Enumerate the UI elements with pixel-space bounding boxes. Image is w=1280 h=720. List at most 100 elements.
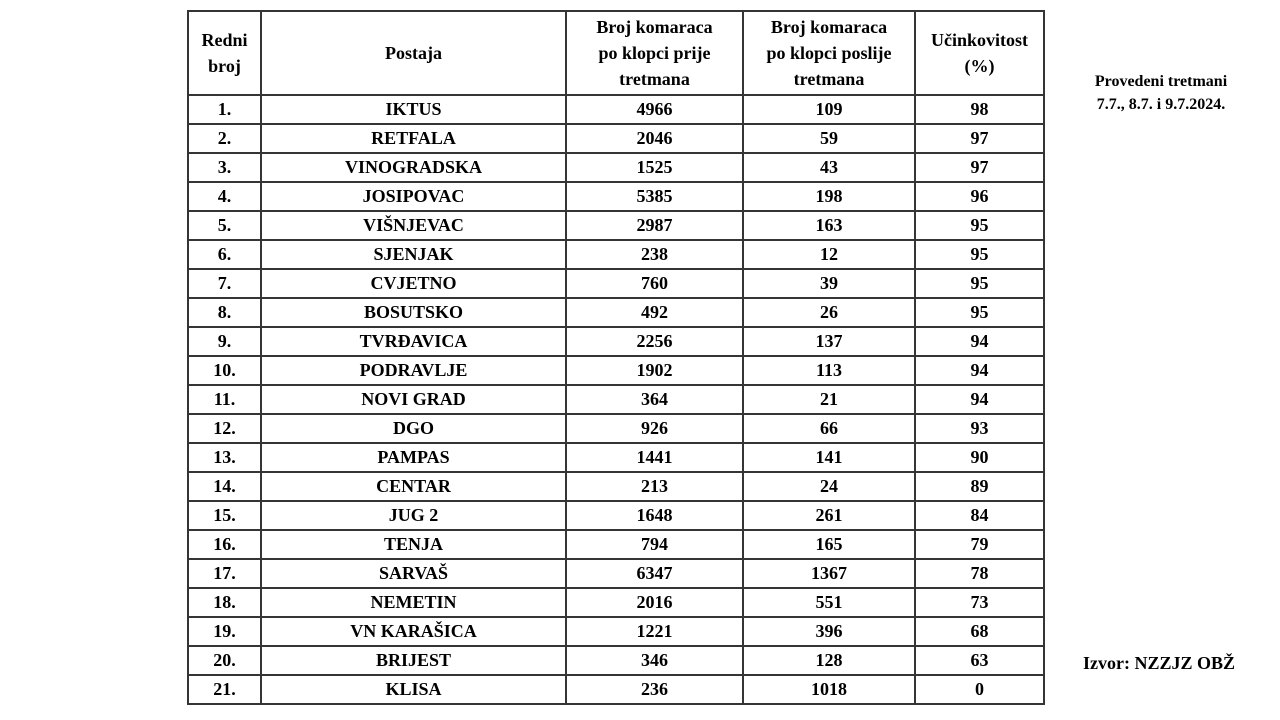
cell-redni-broj: 8.	[187, 297, 262, 328]
cell-prije-tretmana: 346	[565, 645, 744, 676]
table-row: 15. JUG 2 1648 261 84	[187, 500, 1045, 531]
cell-prije-tretmana: 1902	[565, 355, 744, 386]
cell-prije-tretmana: 1441	[565, 442, 744, 473]
column-header-redni-broj: Redni broj	[187, 10, 262, 96]
cell-poslije-tretmana: 551	[742, 587, 916, 618]
cell-redni-broj: 6.	[187, 239, 262, 270]
cell-redni-broj: 7.	[187, 268, 262, 299]
cell-prije-tretmana: 364	[565, 384, 744, 415]
cell-redni-broj: 17.	[187, 558, 262, 589]
cell-prije-tretmana: 4966	[565, 94, 744, 125]
cell-prije-tretmana: 760	[565, 268, 744, 299]
cell-postaja: PAMPAS	[260, 442, 567, 473]
cell-redni-broj: 20.	[187, 645, 262, 676]
table-row: 10. PODRAVLJE 1902 113 94	[187, 355, 1045, 386]
cell-postaja: SJENJAK	[260, 239, 567, 270]
cell-poslije-tretmana: 109	[742, 94, 916, 125]
cell-prije-tretmana: 2046	[565, 123, 744, 154]
cell-prije-tretmana: 2987	[565, 210, 744, 241]
table-row: 6. SJENJAK 238 12 95	[187, 239, 1045, 270]
cell-ucinkovitost: 94	[914, 355, 1045, 386]
table-body: 1. IKTUS 4966 109 98 2. RETFALA 2046 59 97 3. VINOG…	[187, 94, 1045, 705]
table-row: 18. NEMETIN 2016 551 73	[187, 587, 1045, 618]
table-row: 4. JOSIPOVAC 5385 198 96	[187, 181, 1045, 212]
cell-prije-tretmana: 794	[565, 529, 744, 560]
cell-ucinkovitost: 95	[914, 239, 1045, 270]
cell-poslije-tretmana: 39	[742, 268, 916, 299]
cell-postaja: VINOGRADSKA	[260, 152, 567, 183]
cell-postaja: BRIJEST	[260, 645, 567, 676]
table-header: Redni broj Postaja Broj komaraca po klopci…	[187, 10, 1045, 96]
table-row: 16. TENJA 794 165 79	[187, 529, 1045, 560]
cell-ucinkovitost: 93	[914, 413, 1045, 444]
table-row: 1. IKTUS 4966 109 98	[187, 94, 1045, 125]
column-header-prije-tretmana: Broj komaraca po klopci prije tretmana	[565, 10, 744, 96]
cell-ucinkovitost: 79	[914, 529, 1045, 560]
cell-poslije-tretmana: 128	[742, 645, 916, 676]
cell-redni-broj: 9.	[187, 326, 262, 357]
cell-poslije-tretmana: 141	[742, 442, 916, 473]
cell-ucinkovitost: 89	[914, 471, 1045, 502]
table-row: 21. KLISA 236 1018 0	[187, 674, 1045, 705]
cell-poslije-tretmana: 26	[742, 297, 916, 328]
cell-postaja: JOSIPOVAC	[260, 181, 567, 212]
cell-poslije-tretmana: 165	[742, 529, 916, 560]
treatment-note-line1: Provedeni tretmani	[1094, 73, 1228, 90]
source-note: Izvor: NZZJZ OBŽ	[1083, 653, 1236, 673]
cell-poslije-tretmana: 198	[742, 181, 916, 212]
cell-ucinkovitost: 94	[914, 326, 1045, 357]
cell-prije-tretmana: 492	[565, 297, 744, 328]
cell-redni-broj: 19.	[187, 616, 262, 647]
table-row: 14. CENTAR 213 24 89	[187, 471, 1045, 502]
table-row: 19. VN KARAŠICA 1221 396 68	[187, 616, 1045, 647]
cell-postaja: VIŠNJEVAC	[260, 210, 567, 241]
cell-ucinkovitost: 78	[914, 558, 1045, 589]
cell-ucinkovitost: 73	[914, 587, 1045, 618]
cell-poslije-tretmana: 59	[742, 123, 916, 154]
header-row: Redni broj Postaja Broj komaraca po klopci…	[187, 10, 1045, 96]
cell-ucinkovitost: 95	[914, 210, 1045, 241]
cell-postaja: DGO	[260, 413, 567, 444]
cell-ucinkovitost: 98	[914, 94, 1045, 125]
cell-redni-broj: 4.	[187, 181, 262, 212]
cell-prije-tretmana: 6347	[565, 558, 744, 589]
cell-postaja: PODRAVLJE	[260, 355, 567, 386]
cell-redni-broj: 11.	[187, 384, 262, 415]
cell-poslije-tretmana: 1018	[742, 674, 916, 705]
cell-poslije-tretmana: 113	[742, 355, 916, 386]
cell-ucinkovitost: 84	[914, 500, 1045, 531]
cell-poslije-tretmana: 24	[742, 471, 916, 502]
cell-redni-broj: 13.	[187, 442, 262, 473]
mosquito-treatment-table: Redni broj Postaja Broj komaraca po klopci…	[187, 10, 1045, 705]
cell-prije-tretmana: 1221	[565, 616, 744, 647]
cell-postaja: VN KARAŠICA	[260, 616, 567, 647]
cell-ucinkovitost: 94	[914, 384, 1045, 415]
cell-ucinkovitost: 63	[914, 645, 1045, 676]
table-row: 13. PAMPAS 1441 141 90	[187, 442, 1045, 473]
cell-postaja: TENJA	[260, 529, 567, 560]
table-row: 20. BRIJEST 346 128 63	[187, 645, 1045, 676]
cell-poslije-tretmana: 12	[742, 239, 916, 270]
cell-ucinkovitost: 96	[914, 181, 1045, 212]
cell-prije-tretmana: 213	[565, 471, 744, 502]
cell-prije-tretmana: 1525	[565, 152, 744, 183]
cell-ucinkovitost: 68	[914, 616, 1045, 647]
cell-poslije-tretmana: 66	[742, 413, 916, 444]
cell-postaja: CVJETNO	[260, 268, 567, 299]
cell-poslije-tretmana: 43	[742, 152, 916, 183]
cell-postaja: KLISA	[260, 674, 567, 705]
cell-postaja: JUG 2	[260, 500, 567, 531]
cell-postaja: IKTUS	[260, 94, 567, 125]
cell-prije-tretmana: 236	[565, 674, 744, 705]
cell-prije-tretmana: 926	[565, 413, 744, 444]
cell-ucinkovitost: 95	[914, 297, 1045, 328]
cell-prije-tretmana: 238	[565, 239, 744, 270]
cell-redni-broj: 15.	[187, 500, 262, 531]
cell-poslije-tretmana: 396	[742, 616, 916, 647]
cell-redni-broj: 12.	[187, 413, 262, 444]
cell-ucinkovitost: 90	[914, 442, 1045, 473]
cell-poslije-tretmana: 261	[742, 500, 916, 531]
cell-postaja: NOVI GRAD	[260, 384, 567, 415]
cell-redni-broj: 10.	[187, 355, 262, 386]
